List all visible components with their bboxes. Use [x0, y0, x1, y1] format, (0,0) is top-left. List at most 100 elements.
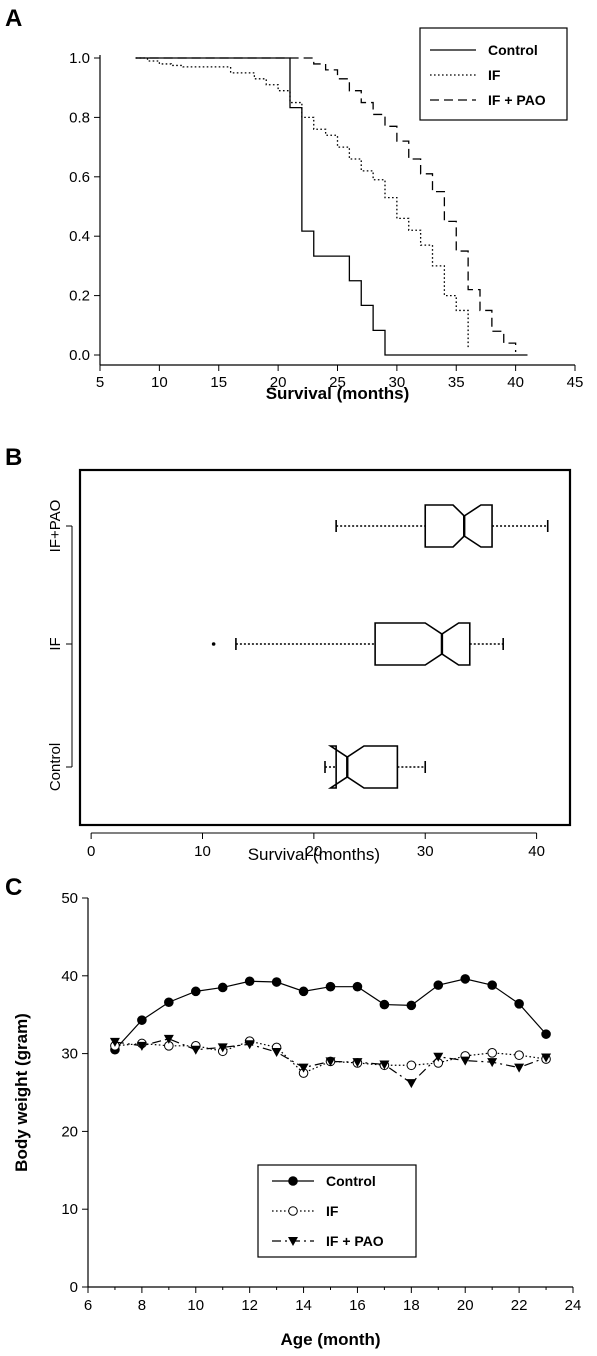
x-tick-label-b: 40 [528, 843, 545, 860]
y-tick-label-a: 0.4 [69, 228, 90, 245]
point-if [487, 1048, 497, 1058]
point-control [244, 976, 255, 987]
point-control [217, 982, 228, 993]
line-if [114, 1040, 547, 1074]
plot-frame-b [78, 468, 572, 827]
survival-curve-if [135, 57, 469, 350]
x-tick-label-b: 30 [417, 843, 434, 860]
x-tick-label-c: 8 [138, 1297, 146, 1314]
legend-marker-c-if-pao [288, 1237, 298, 1246]
x-tick-label-c: 14 [295, 1297, 312, 1314]
point-if-pao [379, 1060, 390, 1070]
x-tick-label-a: 15 [210, 374, 227, 391]
legend-label-c-if: IF [326, 1203, 339, 1219]
x-tick-label-a: 30 [389, 374, 406, 391]
point-if-pao [325, 1057, 336, 1067]
x-tick-label-a: 35 [448, 374, 465, 391]
point-control [379, 999, 390, 1010]
outlier-if [211, 642, 216, 646]
y-tick-label-c: 50 [61, 890, 78, 907]
x-tick-label-c: 18 [403, 1297, 420, 1314]
x-tick-label-c: 12 [241, 1297, 258, 1314]
legend-a [419, 27, 568, 121]
point-if [514, 1050, 524, 1060]
point-control [460, 974, 471, 984]
point-if-pao [190, 1045, 201, 1055]
panel-letter-b: B [5, 444, 22, 471]
point-if-pao [352, 1058, 363, 1068]
x-tick-label-c: 22 [511, 1297, 528, 1314]
point-if-pao [433, 1052, 444, 1062]
x-axis-label-b: Survival (months) [248, 845, 380, 864]
line-if-pao [114, 1038, 547, 1084]
y-tick-label-c: 10 [61, 1201, 78, 1218]
y-tick-label-b-if: IF [47, 637, 64, 650]
x-tick-label-b: 10 [194, 843, 211, 860]
legend-marker-c-control [288, 1176, 298, 1186]
y-tick-label-a: 0.2 [69, 288, 90, 305]
legend-label-c-if-pao: IF + PAO [326, 1233, 384, 1249]
legend-label-a-if: IF [488, 67, 501, 83]
legend-label-c-control: Control [326, 1173, 376, 1189]
x-axis-label-a: Survival (months) [266, 384, 410, 403]
x-tick-label-c: 6 [84, 1297, 92, 1314]
x-tick-label-a: 40 [507, 374, 524, 391]
point-control [325, 981, 336, 992]
x-tick-label-a: 25 [329, 374, 346, 391]
y-tick-label-c: 40 [61, 968, 78, 985]
legend-label-a-control: Control [488, 42, 538, 58]
y-tick-label-a: 0.0 [69, 347, 90, 364]
point-if-pao [136, 1041, 147, 1051]
point-control [137, 1015, 147, 1025]
point-if-pao [406, 1079, 417, 1089]
point-if-pao [298, 1063, 309, 1073]
point-if-pao [217, 1043, 228, 1053]
panel-c: C 6 8 10 12 14 16 18 20 22 24 0 10 20 30 40 50 Age (month… [5, 874, 581, 1349]
point-if-pao [514, 1063, 525, 1073]
point-if-pao [460, 1056, 471, 1066]
x-tick-label-b: 20 [306, 843, 323, 860]
x-tick-label-c: 24 [565, 1297, 582, 1314]
y-tick-label-b-if-pao: IF+PAO [47, 500, 64, 553]
y-axis-label-c: Body weight (gram) [12, 1013, 31, 1172]
box-if [374, 622, 471, 666]
y-tick-label-b-control: Control [47, 743, 64, 791]
panel-a: A 5 10 15 20 25 30 35 40 45 0.0 0.2 0.4 0.6 0.8 1.0 Surv… [5, 5, 583, 403]
point-if-pao [244, 1040, 255, 1050]
point-control [190, 986, 201, 997]
point-if [406, 1060, 417, 1071]
point-control [541, 1029, 551, 1039]
x-tick-label-c: 20 [457, 1297, 474, 1314]
y-tick-label-c: 30 [61, 1046, 78, 1063]
point-if-pao [487, 1058, 498, 1068]
x-tick-label-a: 20 [270, 374, 287, 391]
point-control [406, 1000, 417, 1011]
y-tick-label-a: 0.8 [69, 109, 90, 126]
point-control [271, 977, 282, 987]
x-tick-label-a: 5 [96, 374, 104, 391]
legend-marker-c-if [288, 1206, 298, 1216]
y-tick-label-a: 0.6 [69, 169, 90, 186]
point-control [514, 999, 524, 1009]
x-tick-label-a: 45 [567, 374, 584, 391]
x-tick-label-c: 10 [187, 1297, 204, 1314]
point-if-pao [271, 1048, 282, 1058]
box-if-pao [424, 504, 493, 548]
y-tick-label-c: 0 [70, 1279, 78, 1296]
y-tick-label-a: 1.0 [69, 50, 90, 67]
panel-letter-c: C [5, 874, 22, 901]
x-axis-label-c: Age (month) [280, 1330, 380, 1349]
panel-b: B 0 10 20 30 40 Survival (months) Control IF IF+P… [5, 444, 572, 864]
legend-label-a-if-pao: IF + PAO [488, 92, 546, 108]
box-control [327, 745, 399, 789]
x-tick-label-a: 10 [151, 374, 168, 391]
point-control [298, 986, 309, 997]
point-control [352, 981, 363, 992]
point-if-pao [109, 1037, 120, 1047]
panel-letter-a: A [5, 5, 22, 32]
survival-curve-if-pao [135, 57, 517, 353]
y-tick-label-c: 20 [61, 1123, 78, 1140]
point-control [433, 980, 444, 990]
point-control [487, 980, 497, 990]
